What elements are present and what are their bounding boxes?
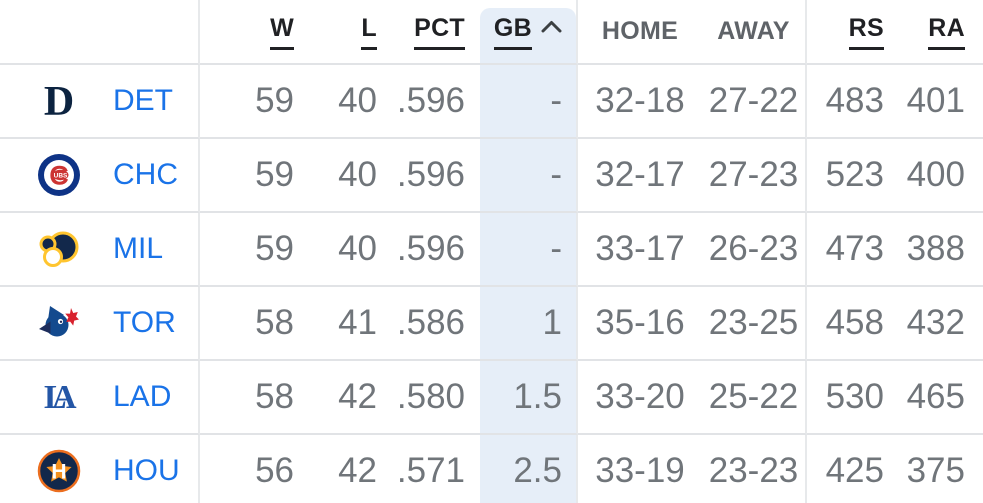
runs-allowed-value: 388	[890, 213, 983, 287]
column-header-runs-allowed[interactable]: RA	[890, 0, 983, 65]
houston-astros-logo[interactable]: H	[37, 449, 81, 493]
team-link[interactable]: LAD	[113, 380, 172, 413]
away-record-value: 27-22	[702, 65, 807, 139]
column-header-pct[interactable]: PCT	[385, 0, 480, 65]
losses-value: 42	[300, 435, 385, 503]
losses-value: 40	[300, 139, 385, 213]
runs-scored-value: 458	[807, 287, 890, 361]
team-cell-chc[interactable]: C UBS CHC	[0, 139, 198, 211]
games-back-value: 2.5	[480, 435, 578, 503]
losses-value: 42	[300, 361, 385, 435]
team-link[interactable]: CHC	[113, 158, 178, 191]
column-header-runs-scored[interactable]: RS	[807, 0, 890, 65]
table-row: L A LAD 58 42 .580 1.5 33-20 25-22 530 4…	[0, 361, 983, 435]
pct-value: .571	[385, 435, 480, 503]
pct-value: .596	[385, 65, 480, 139]
table-row: H HOU 56 42 .571 2.5 33-19 23-23 425 375	[0, 435, 983, 503]
away-record-value: 23-25	[702, 287, 807, 361]
column-header-games-back[interactable]: GB	[480, 0, 578, 65]
losses-value: 40	[300, 213, 385, 287]
runs-scored-value: 473	[807, 213, 890, 287]
pct-value: .580	[385, 361, 480, 435]
wins-value: 59	[200, 139, 300, 213]
runs-allowed-value: 465	[890, 361, 983, 435]
team-cell-hou[interactable]: H HOU	[0, 435, 198, 503]
home-record-value: 33-17	[578, 213, 702, 287]
wins-value: 59	[200, 65, 300, 139]
games-back-value: 1	[480, 287, 578, 361]
runs-scored-value: 483	[807, 65, 890, 139]
sorted-column-highlight	[480, 8, 576, 63]
table-row: MIL 59 40 .596 - 33-17 26-23 473 388	[0, 213, 983, 287]
team-link[interactable]: HOU	[113, 454, 180, 487]
runs-allowed-value: 401	[890, 65, 983, 139]
wins-value: 58	[200, 287, 300, 361]
home-record-value: 32-17	[578, 139, 702, 213]
team-cell-tor[interactable]: TOR	[0, 287, 198, 359]
column-header-wins[interactable]: W	[200, 0, 300, 65]
home-record-value: 33-20	[578, 361, 702, 435]
games-back-value: -	[480, 139, 578, 213]
away-record-value: 26-23	[702, 213, 807, 287]
svg-text:D: D	[44, 79, 74, 123]
away-record-value: 27-23	[702, 139, 807, 213]
wins-value: 59	[200, 213, 300, 287]
team-column-header	[0, 0, 200, 65]
pct-value: .596	[385, 213, 480, 287]
runs-scored-value: 425	[807, 435, 890, 503]
team-cell-mil[interactable]: MIL	[0, 213, 198, 285]
home-record-value: 35-16	[578, 287, 702, 361]
team-link[interactable]: TOR	[113, 306, 176, 339]
sort-ascending-caret-icon	[541, 21, 562, 33]
away-record-value: 25-22	[702, 361, 807, 435]
runs-scored-value: 523	[807, 139, 890, 213]
svg-text:H: H	[51, 461, 66, 484]
svg-text:A: A	[52, 379, 77, 416]
wins-value: 58	[200, 361, 300, 435]
team-cell-det[interactable]: D DET	[0, 65, 198, 137]
losses-value: 40	[300, 65, 385, 139]
table-row: C UBS CHC 59 40 .596 - 32-17 27-23 523 4…	[0, 139, 983, 213]
header-row: W L PCT GB HOME AWAY RS RA	[0, 0, 983, 65]
away-record-value: 23-23	[702, 435, 807, 503]
column-header-home: HOME	[578, 0, 702, 65]
table-row: TOR 58 41 .586 1 35-16 23-25 458 432	[0, 287, 983, 361]
table-row: D DET 59 40 .596 - 32-18 27-22 483 401	[0, 65, 983, 139]
wins-value: 56	[200, 435, 300, 503]
home-record-value: 32-18	[578, 65, 702, 139]
games-back-value: 1.5	[480, 361, 578, 435]
column-header-away: AWAY	[702, 0, 807, 65]
svg-text:L: L	[44, 379, 67, 416]
chicago-cubs-logo[interactable]: C UBS	[37, 153, 81, 197]
milwaukee-brewers-logo[interactable]	[37, 227, 81, 271]
home-record-value: 33-19	[578, 435, 702, 503]
runs-scored-value: 530	[807, 361, 890, 435]
column-header-losses[interactable]: L	[300, 0, 385, 65]
team-cell-lad[interactable]: L A LAD	[0, 361, 198, 433]
team-link[interactable]: DET	[113, 84, 173, 117]
svg-text:UBS: UBS	[54, 173, 68, 180]
team-link[interactable]: MIL	[113, 232, 164, 265]
pct-value: .596	[385, 139, 480, 213]
toronto-blue-jays-logo[interactable]	[37, 301, 81, 345]
detroit-tigers-logo[interactable]: D	[37, 79, 81, 123]
runs-allowed-value: 432	[890, 287, 983, 361]
runs-allowed-value: 375	[890, 435, 983, 503]
losses-value: 41	[300, 287, 385, 361]
games-back-value: -	[480, 65, 578, 139]
runs-allowed-value: 400	[890, 139, 983, 213]
games-back-value: -	[480, 213, 578, 287]
los-angeles-dodgers-logo[interactable]: L A	[37, 375, 81, 419]
pct-value: .586	[385, 287, 480, 361]
